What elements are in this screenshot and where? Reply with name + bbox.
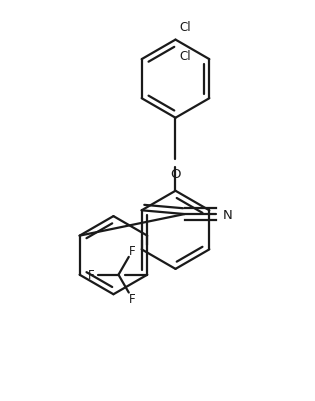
Text: F: F — [129, 292, 136, 306]
Text: F: F — [87, 269, 94, 282]
Text: Cl: Cl — [180, 21, 191, 34]
Text: Cl: Cl — [179, 49, 191, 63]
Text: F: F — [129, 245, 136, 257]
Text: O: O — [170, 167, 181, 180]
Text: N: N — [223, 208, 232, 221]
